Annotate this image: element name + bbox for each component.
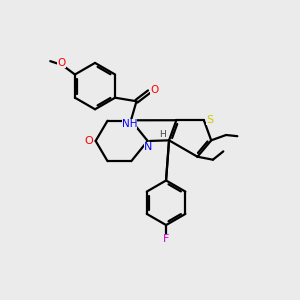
Text: O: O — [85, 136, 94, 146]
Text: H: H — [159, 130, 166, 140]
Text: F: F — [163, 234, 169, 244]
Text: O: O — [150, 85, 158, 95]
Text: NH: NH — [122, 119, 137, 129]
Text: N: N — [144, 142, 152, 152]
Text: O: O — [57, 58, 66, 68]
Text: S: S — [206, 115, 213, 124]
